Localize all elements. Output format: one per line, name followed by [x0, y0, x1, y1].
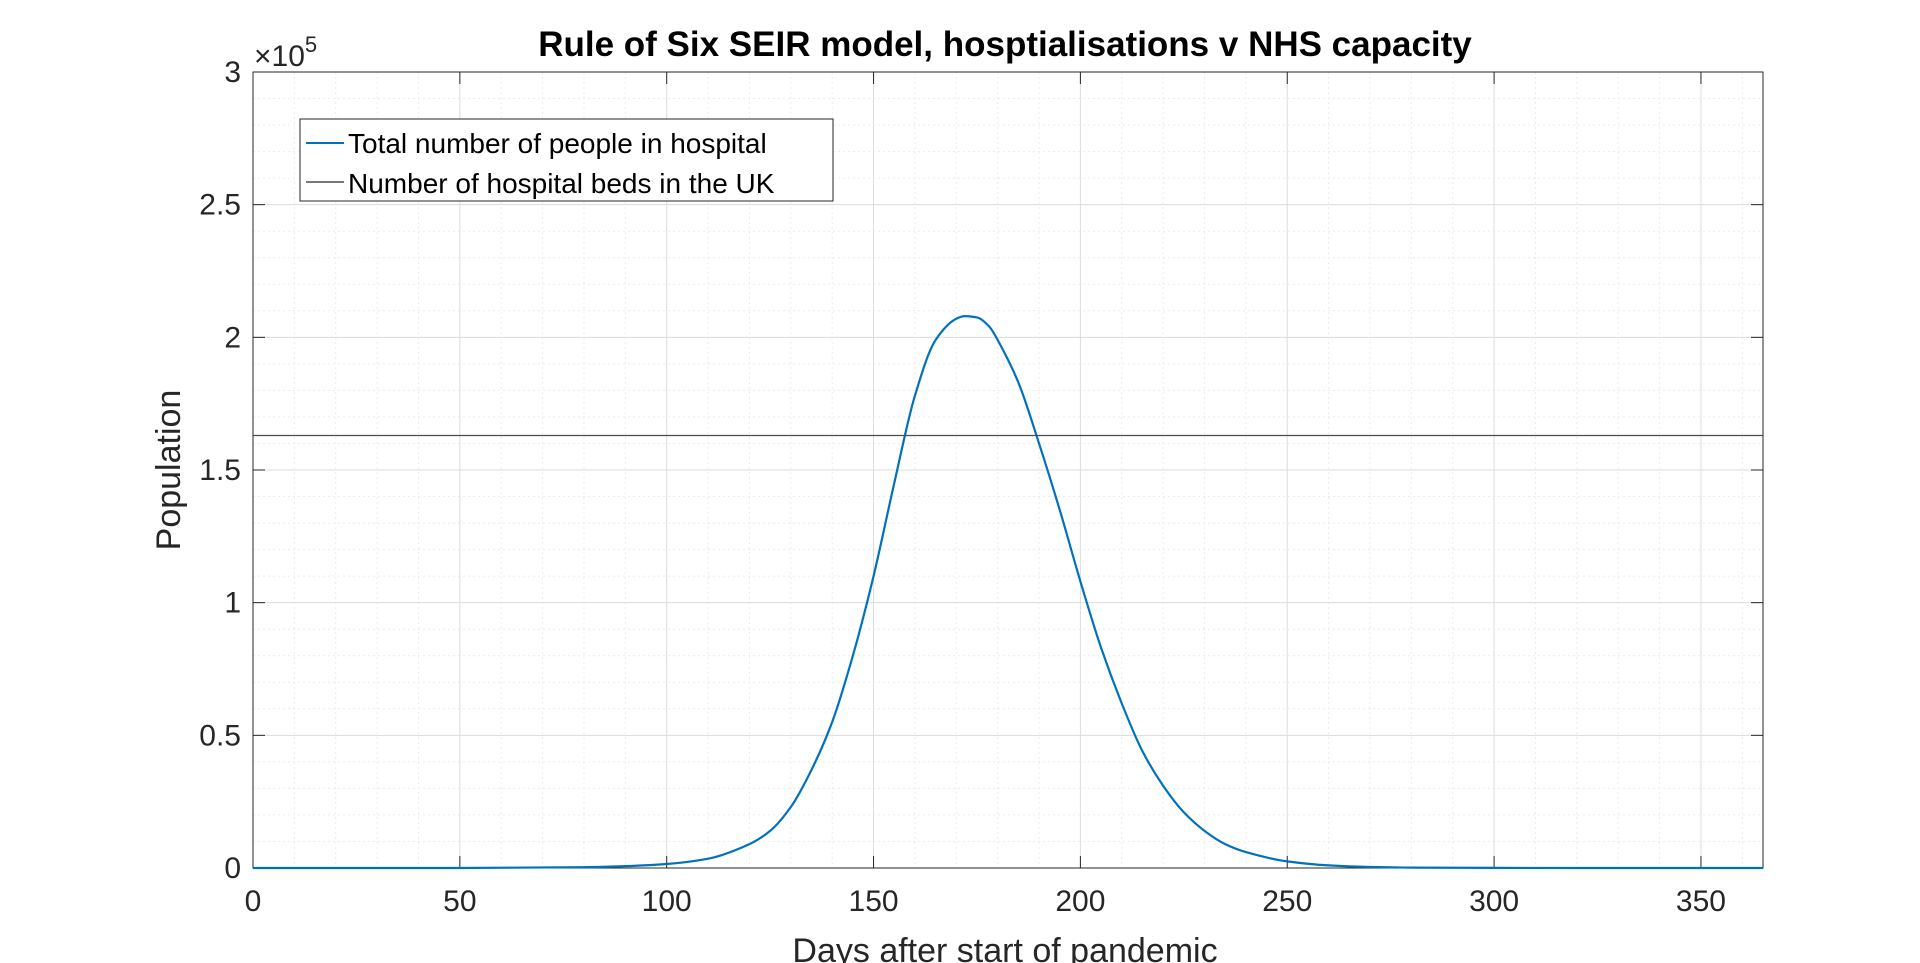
legend-label-beds: Number of hospital beds in the UK: [348, 168, 775, 199]
x-tick-labels: 0 50 100 150 200 250 300 350: [245, 885, 1726, 918]
chart-title: Rule of Six SEIR model, hosptialisations…: [538, 25, 1472, 64]
x-tick-label: 50: [443, 885, 476, 918]
y-tick-label: 1.5: [199, 454, 241, 487]
major-grid: [253, 72, 1763, 868]
y-tick-labels: 0 0.5 1 1.5 2 2.5 3: [199, 56, 241, 885]
y-axis-exponent-base: ×10: [254, 40, 305, 73]
y-tick-label: 2: [224, 321, 241, 354]
y-tick-label: 0.5: [199, 719, 241, 752]
series-line-hospital: [253, 315, 1763, 870]
x-tick-label: 300: [1469, 885, 1519, 918]
legend-label-hospital: Total number of people in hospital: [348, 128, 767, 159]
y-axis-label: Population: [150, 390, 188, 551]
legend-box: [299, 118, 834, 202]
y-tick-label: 3: [224, 56, 241, 89]
legend: Total number of people in hospital Numbe…: [299, 118, 834, 202]
y-axis-exponent-power: 5: [305, 32, 317, 57]
y-tick-label: 2.5: [199, 189, 241, 222]
y-axis-exponent: ×105: [254, 32, 317, 73]
y-tick-label: 1: [224, 587, 241, 620]
x-tick-label: 100: [642, 885, 692, 918]
x-tick-label: 250: [1262, 885, 1312, 918]
series-layer: [253, 315, 1763, 870]
x-tick-label: 0: [245, 885, 262, 918]
x-axis-label: Days after start of pandemic: [792, 932, 1217, 963]
y-tick-label: 0: [224, 852, 241, 885]
x-tick-label: 150: [849, 885, 899, 918]
x-tick-label: 200: [1055, 885, 1105, 918]
x-tick-label: 350: [1676, 885, 1726, 918]
